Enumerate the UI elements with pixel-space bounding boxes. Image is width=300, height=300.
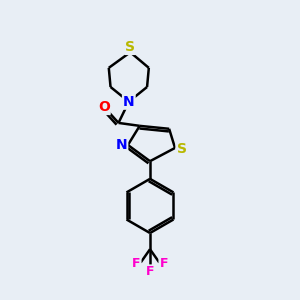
Text: S: S	[176, 142, 187, 156]
Text: N: N	[116, 138, 127, 152]
Text: F: F	[160, 256, 168, 270]
Text: F: F	[146, 266, 154, 278]
Text: N: N	[123, 95, 135, 109]
Text: S: S	[125, 40, 135, 54]
Text: O: O	[98, 100, 110, 114]
Text: F: F	[132, 256, 140, 270]
